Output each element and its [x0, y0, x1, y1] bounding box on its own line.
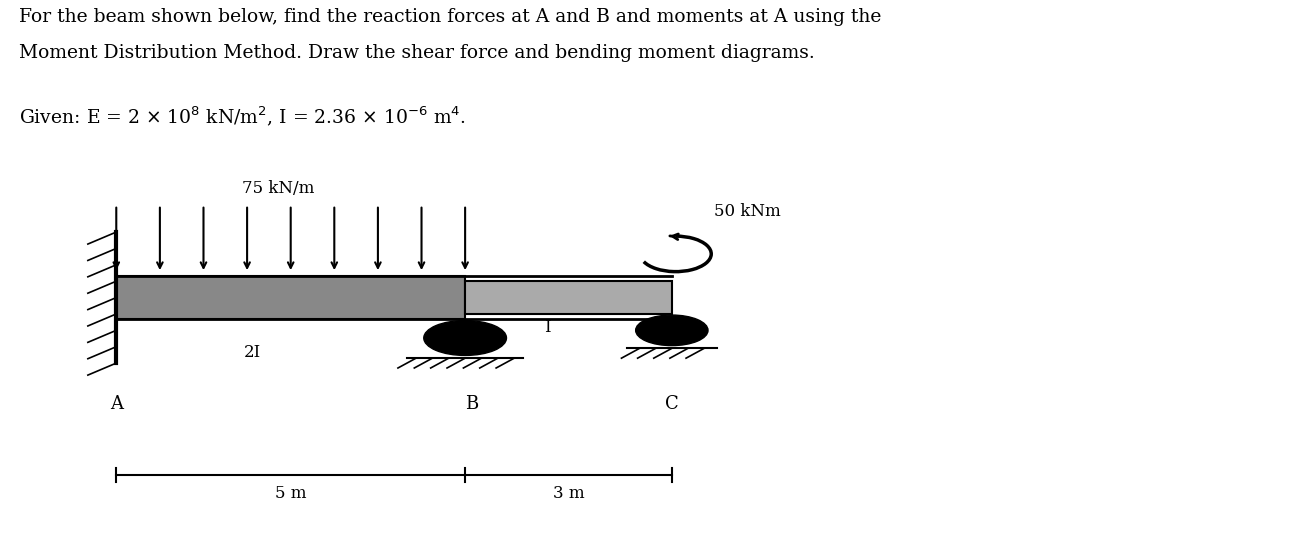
- Text: Moment Distribution Method. Draw the shear force and bending moment diagrams.: Moment Distribution Method. Draw the she…: [19, 44, 815, 62]
- Bar: [465, 281, 672, 314]
- Text: 5 m: 5 m: [275, 485, 306, 502]
- Text: For the beam shown below, find the reaction forces at A and B and moments at A u: For the beam shown below, find the react…: [19, 8, 881, 26]
- Circle shape: [636, 315, 708, 346]
- Text: B: B: [465, 395, 478, 413]
- Text: 75 kN/m: 75 kN/m: [242, 180, 314, 197]
- Circle shape: [424, 321, 506, 355]
- Text: I: I: [544, 319, 550, 336]
- Text: A: A: [110, 395, 123, 413]
- Text: Given: E = 2 $\times$ 10$^{8}$ kN/m$^{2}$, I = 2.36 $\times$ 10$^{-6}$ m$^{4}$.: Given: E = 2 $\times$ 10$^{8}$ kN/m$^{2}…: [19, 104, 466, 128]
- Text: 3 m: 3 m: [553, 485, 584, 502]
- Text: 2I: 2I: [243, 344, 261, 361]
- Bar: [116, 276, 465, 319]
- Text: 50 kNm: 50 kNm: [714, 203, 782, 219]
- Text: C: C: [665, 395, 678, 413]
